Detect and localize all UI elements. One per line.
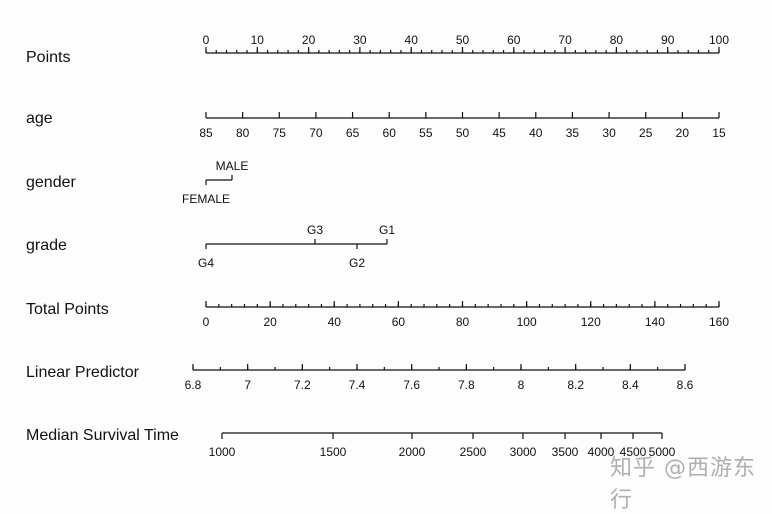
tick-label: 40 <box>405 33 419 47</box>
tick-label: 65 <box>346 126 360 140</box>
tick-label: 7.2 <box>294 378 311 392</box>
tick-label: 100 <box>517 315 537 329</box>
tick-label: 1000 <box>209 445 236 459</box>
row-grade: grade G4 G3 G2 G1 <box>26 223 395 270</box>
tick-label: 90 <box>661 33 675 47</box>
row-label-points: Points <box>26 49 70 66</box>
tick-label: 20 <box>302 33 316 47</box>
tick-label: 10 <box>251 33 265 47</box>
tick-label: 2000 <box>399 445 426 459</box>
tick-label: 8.2 <box>567 378 584 392</box>
tick-label: 160 <box>709 315 729 329</box>
row-label-gender: gender <box>26 174 76 191</box>
level-label-female: FEMALE <box>182 192 230 206</box>
tick-label: 3000 <box>510 445 537 459</box>
watermark-text: 知乎 @西游东行 <box>610 456 756 513</box>
level-label-g2: G2 <box>349 256 365 270</box>
row-median-survival-time: Median Survival Time 1000 1500 2000 2500 3000… <box>26 427 676 459</box>
tick-label: 7 <box>244 378 251 392</box>
level-label-male: MALE <box>216 159 249 173</box>
tick-label: 85 <box>199 126 213 140</box>
row-linear-predictor: Linear Predictor 6.8 7 7.2 7.4 7.6 7.8 8 8.2 8.4 8… <box>26 364 694 392</box>
row-gender: gender FEMALE MALE <box>26 159 248 206</box>
tick-label: 120 <box>581 315 601 329</box>
tick-label: 1500 <box>320 445 347 459</box>
tick-label: 7.6 <box>403 378 420 392</box>
tick-label: 80 <box>456 315 470 329</box>
tick-label: 100 <box>709 33 729 47</box>
tick-label: 55 <box>419 126 433 140</box>
level-label-g1: G1 <box>379 223 395 237</box>
row-points: Points 0 10 20 30 40 50 60 70 80 90 100 <box>26 33 729 66</box>
level-label-g3: G3 <box>307 223 323 237</box>
tick-label: 50 <box>456 33 470 47</box>
tick-label: 60 <box>383 126 397 140</box>
tick-label: 2500 <box>460 445 487 459</box>
tick-label: 7.8 <box>458 378 475 392</box>
row-label-linear-predictor: Linear Predictor <box>26 364 140 381</box>
tick-label: 4500 <box>620 445 647 459</box>
row-total-points: Total Points 0 20 40 60 80 100 120 140 160 <box>26 301 729 329</box>
tick-label: 8.6 <box>677 378 694 392</box>
row-label-grade: grade <box>26 237 67 254</box>
tick-label: 70 <box>309 126 323 140</box>
tick-label: 75 <box>273 126 287 140</box>
tick-label: 7.4 <box>349 378 366 392</box>
tick-label: 80 <box>610 33 624 47</box>
tick-label: 140 <box>645 315 665 329</box>
tick-label: 0 <box>203 315 210 329</box>
tick-label: 80 <box>236 126 250 140</box>
tick-label: 3500 <box>552 445 579 459</box>
tick-label: 20 <box>263 315 277 329</box>
tick-label: 6.8 <box>185 378 202 392</box>
tick-label: 30 <box>353 33 367 47</box>
tick-label: 8 <box>518 378 525 392</box>
level-label-g4: G4 <box>198 256 214 270</box>
tick-label: 45 <box>492 126 506 140</box>
row-age: age 85 80 75 70 65 60 55 50 45 40 35 30 25 20 15 <box>26 110 726 140</box>
tick-label: 70 <box>558 33 572 47</box>
tick-label: 0 <box>203 33 210 47</box>
tick-label: 8.4 <box>622 378 639 392</box>
tick-label: 5000 <box>649 445 676 459</box>
row-label-total-points: Total Points <box>26 301 109 318</box>
tick-label: 60 <box>507 33 521 47</box>
tick-label: 20 <box>676 126 690 140</box>
tick-label: 40 <box>529 126 543 140</box>
row-label-median-survival-time: Median Survival Time <box>26 427 179 444</box>
tick-label: 4000 <box>588 445 615 459</box>
tick-label: 35 <box>566 126 580 140</box>
tick-label: 25 <box>639 126 653 140</box>
row-label-age: age <box>26 110 53 127</box>
tick-label: 50 <box>456 126 470 140</box>
tick-label: 15 <box>712 126 726 140</box>
tick-label: 60 <box>392 315 406 329</box>
tick-label: 30 <box>602 126 616 140</box>
tick-label: 40 <box>328 315 342 329</box>
